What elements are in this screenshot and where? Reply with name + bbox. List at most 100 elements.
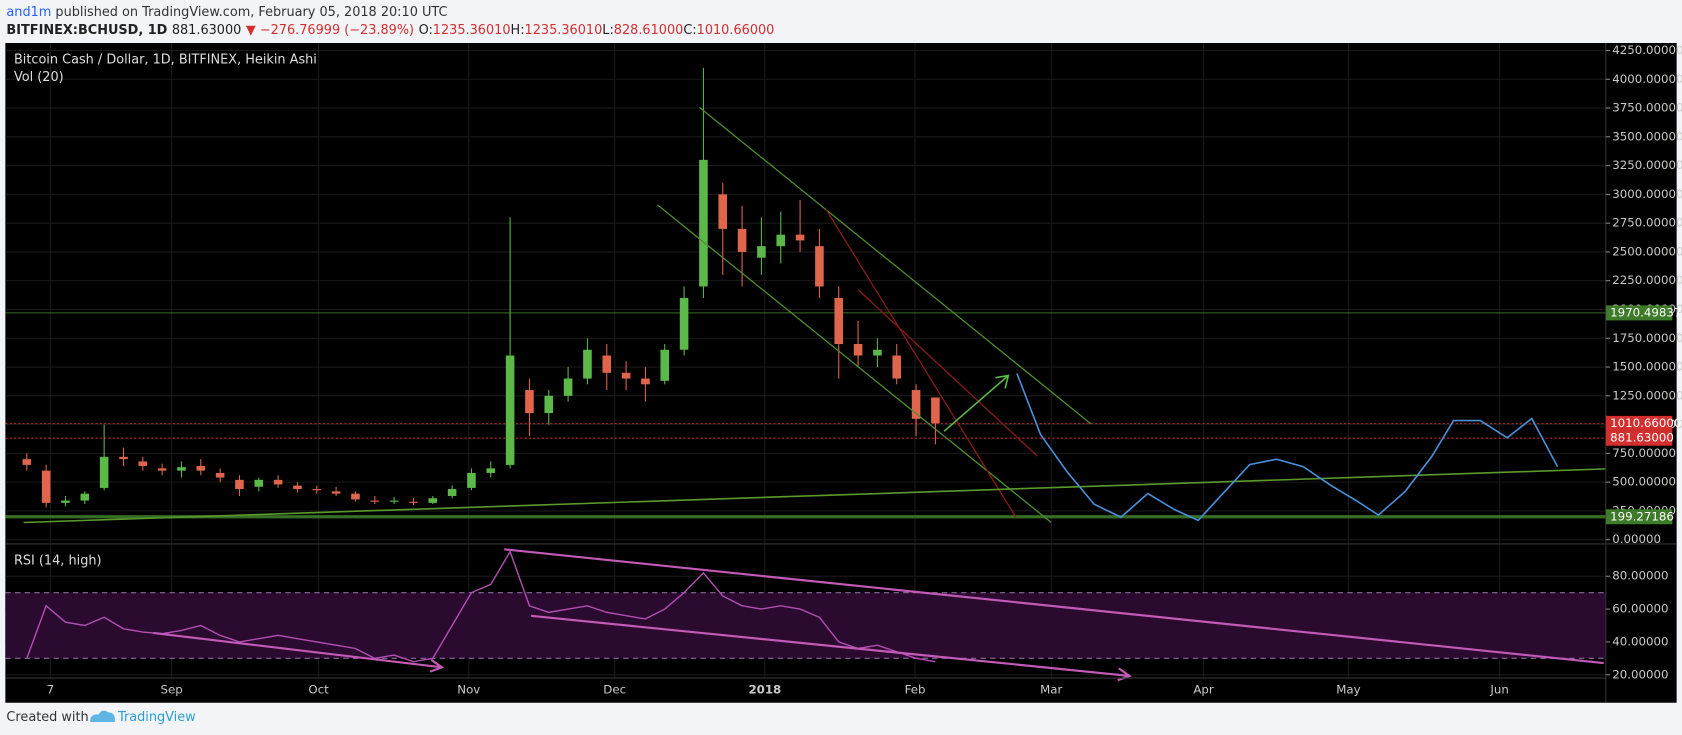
candle-body	[351, 493, 360, 500]
rsi-band	[5, 592, 1606, 659]
drawings	[23, 106, 1606, 682]
candle-body	[776, 234, 786, 247]
candle-body	[505, 355, 515, 465]
ohlc-value: 1235.36010	[525, 23, 603, 38]
x-tick-label: May	[1336, 682, 1360, 696]
y-tick-label: 750.00000	[1612, 446, 1676, 460]
x-tick-label: Jun	[1489, 682, 1508, 696]
level-box	[1605, 305, 1673, 321]
volume-label: Vol (20)	[14, 70, 64, 85]
level-label: 199.27186	[1610, 509, 1674, 523]
y-tick-label: 1250.00000	[1612, 388, 1682, 402]
chart-title: Bitcoin Cash / Dollar, 1D, BITFINEX, Hei…	[14, 53, 317, 68]
footer-brand[interactable]: TradingView	[117, 710, 196, 725]
y-tick-label: 2250.00000	[1612, 273, 1682, 287]
arrow	[943, 374, 1010, 432]
x-tick-label: Nov	[457, 682, 480, 696]
x-tick-label: Feb	[905, 682, 926, 696]
header-line: and1m published on TradingView.com, Febr…	[6, 4, 447, 19]
rsi-line	[26, 549, 936, 663]
candle-body	[834, 297, 844, 345]
candle-body	[177, 467, 186, 471]
rsi-trend-arrow	[153, 631, 445, 673]
candle-body	[602, 355, 612, 373]
candle-body	[699, 159, 708, 287]
logo-cloud	[90, 710, 115, 723]
candle-body	[583, 349, 592, 379]
y-tick-label: 4000.00000	[1612, 72, 1682, 86]
y-tick-label: 3750.00000	[1612, 101, 1682, 115]
candle-body	[331, 491, 341, 494]
last: 881.63000	[172, 23, 242, 38]
y-tick-label: 2500.00000	[1612, 244, 1682, 258]
candle-body	[138, 461, 148, 467]
rsi-tick-label: 40.00000	[1612, 634, 1668, 648]
candle-body	[737, 228, 747, 252]
ohlc-value: 1010.66000	[697, 23, 775, 38]
candle-body	[467, 472, 476, 488]
level-box	[1605, 509, 1673, 525]
candle-body	[853, 344, 863, 356]
rsi-tick-label: 60.00000	[1612, 602, 1668, 616]
candle-body	[370, 500, 380, 502]
ohlc-value: 828.61000	[614, 23, 684, 38]
ohlc-value: 1235.36010	[433, 23, 511, 38]
candle-body	[621, 372, 631, 379]
trend-line	[825, 208, 1017, 518]
candle-body	[293, 485, 302, 490]
rsi-tick-label: 20.00000	[1612, 667, 1668, 681]
y-tick-label: 4250.00000	[1612, 43, 1682, 57]
candle-body	[215, 472, 225, 478]
change: ▼ −276.76999 (−23.89%)	[246, 23, 414, 38]
candle-body	[41, 470, 51, 503]
candle-body	[99, 456, 109, 488]
x-tick-label: Sep	[161, 682, 183, 696]
level-label: 881.63000	[1610, 431, 1674, 445]
x-tick-label: Dec	[603, 682, 626, 696]
symbol: BITFINEX:BCHUSD, 1D	[6, 23, 167, 38]
candle-body	[931, 397, 940, 424]
candle-body	[196, 466, 206, 471]
x-tick-label: 7	[47, 682, 55, 696]
y-tick-label: 3000.00000	[1612, 187, 1682, 201]
level-box	[1605, 430, 1673, 446]
candle-body	[679, 297, 689, 350]
rsi-trend-line	[504, 548, 1604, 665]
ohlc-key: C:	[683, 23, 696, 38]
candle-body	[795, 234, 805, 241]
candle-body	[757, 246, 766, 258]
rsi-tick-label: 80.00000	[1612, 569, 1668, 583]
candle-body	[22, 459, 32, 465]
candle-body	[911, 390, 921, 419]
candle-body	[892, 355, 902, 379]
author[interactable]: and1m	[6, 4, 51, 19]
rsi-trend-arrow	[530, 614, 1132, 682]
ohlc-key: O:	[419, 23, 433, 38]
x-tick-label: Mar	[1040, 682, 1062, 696]
logo	[90, 710, 115, 723]
y-tick-label: 500.00000	[1612, 475, 1676, 489]
candle-body	[428, 498, 438, 503]
trend-line	[657, 204, 1052, 524]
grid	[5, 43, 1606, 679]
candle-body	[409, 501, 418, 503]
candle-body	[525, 390, 534, 414]
x-tick-label: 2018	[748, 682, 781, 696]
candle-body	[235, 479, 244, 490]
candle-body	[119, 456, 128, 460]
quote-line: BITFINEX:BCHUSD, 1D 881.63000 ▼ −276.769…	[6, 23, 774, 38]
candle-body	[447, 489, 457, 496]
y-tick-label: 1750.00000	[1612, 331, 1682, 345]
candle-body	[61, 500, 70, 503]
trend-line	[857, 289, 1038, 457]
support-line	[23, 468, 1606, 524]
labels: 0.00000250.00000500.00000750.000001000.0…	[47, 43, 1682, 696]
trend-line	[698, 106, 1092, 425]
level-label: 1010.66000	[1610, 416, 1681, 430]
candle-body	[660, 349, 670, 381]
y-tick-label: 3250.00000	[1612, 158, 1682, 172]
y-tick-label: 2750.00000	[1612, 216, 1682, 230]
published: published on TradingView.com, February 0…	[55, 4, 447, 19]
candle-body	[273, 479, 283, 485]
